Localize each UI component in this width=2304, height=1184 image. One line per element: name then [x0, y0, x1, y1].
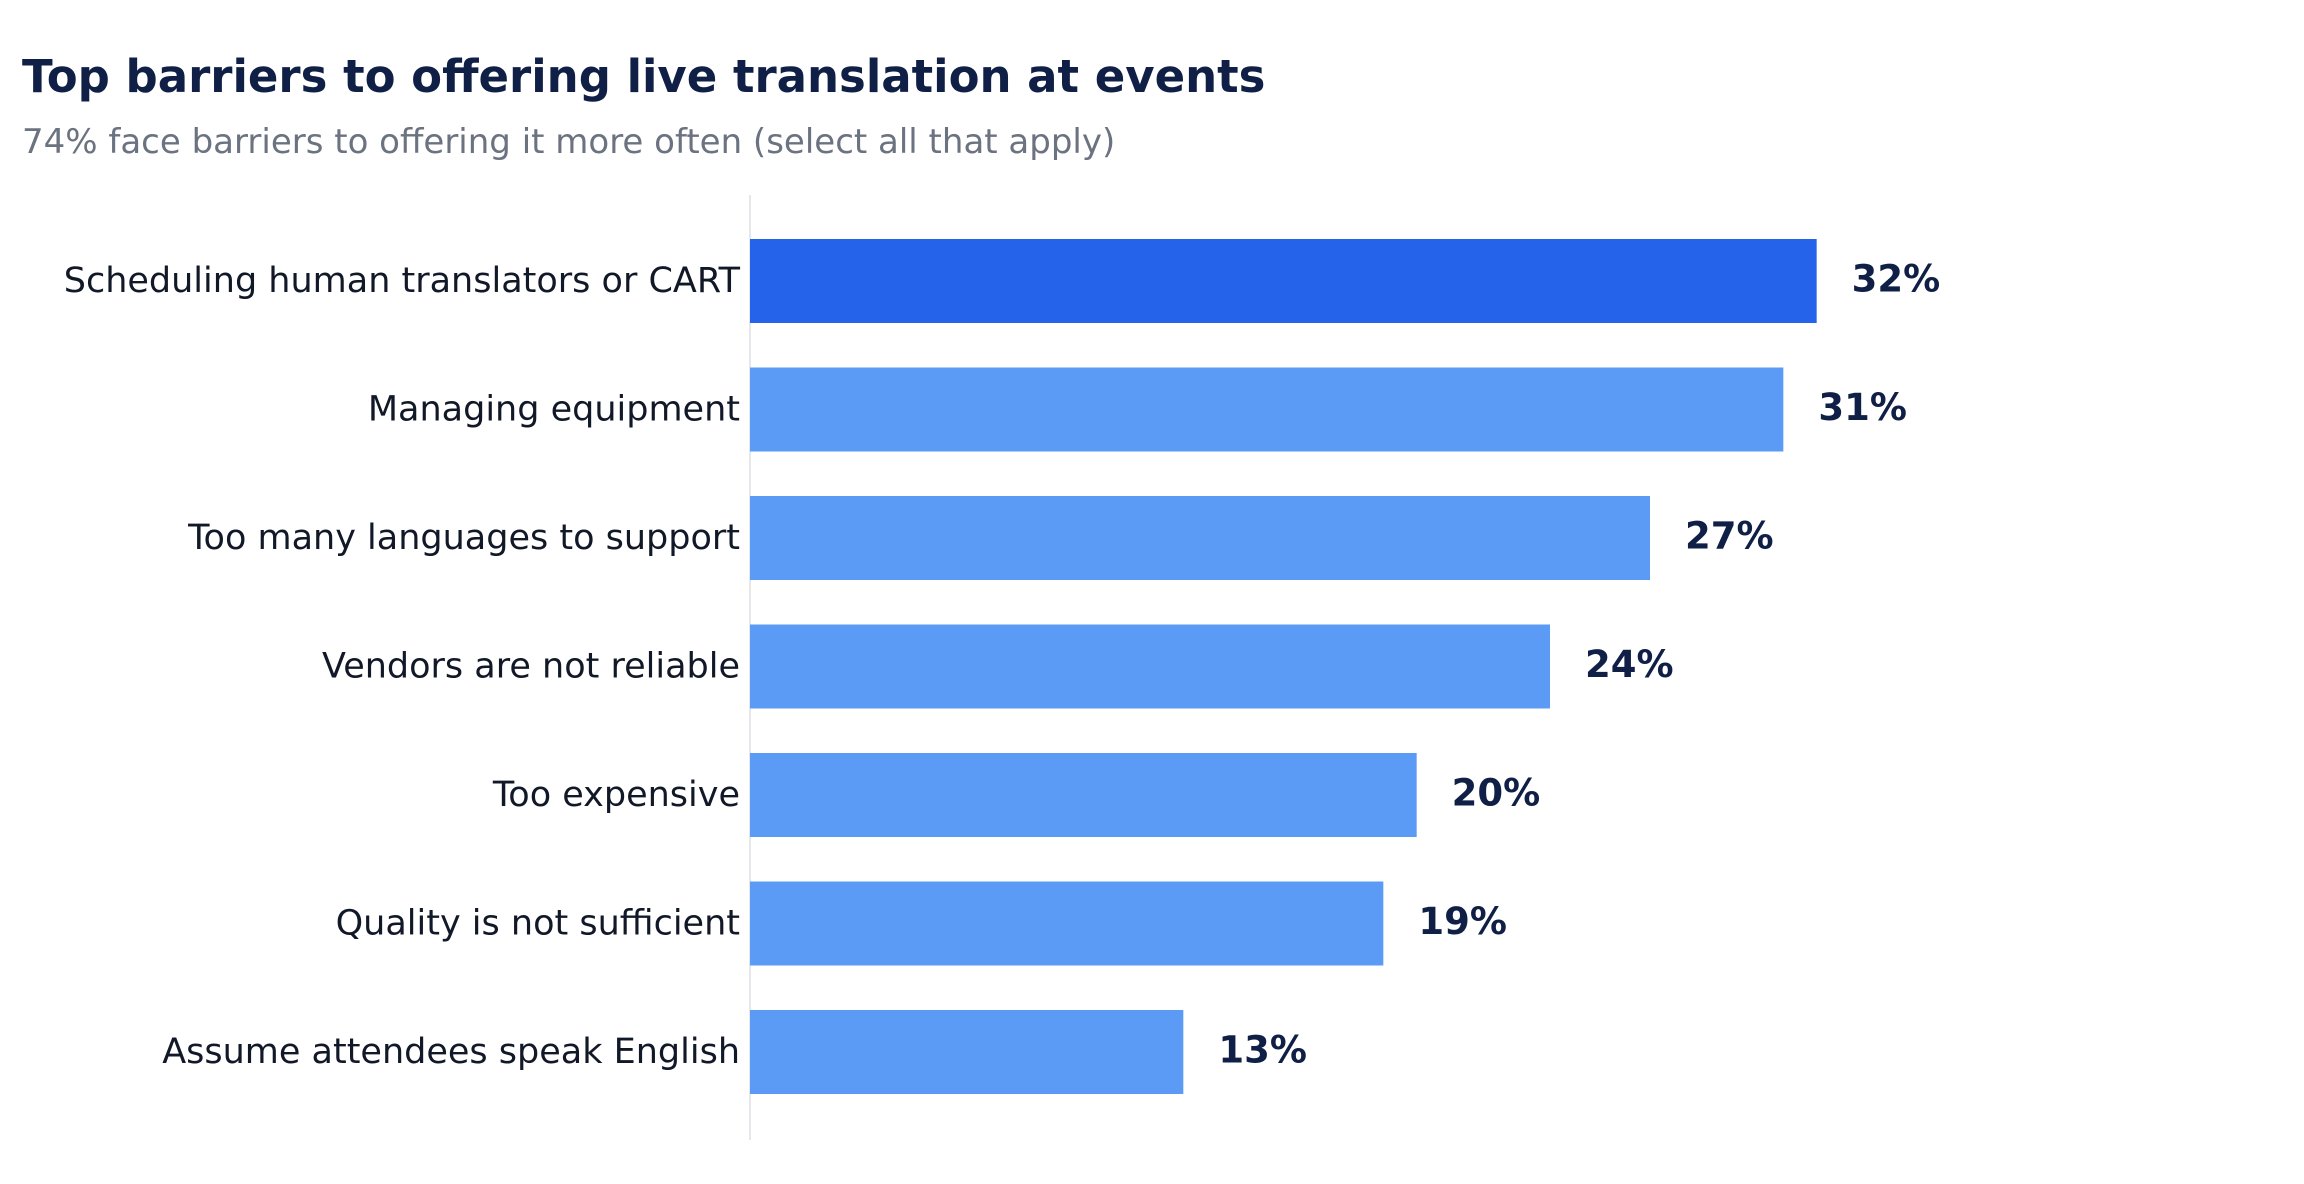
bar: [750, 753, 1417, 837]
chart-title: Top barriers to offering live translatio…: [22, 50, 1266, 103]
data-label: 32%: [1852, 258, 1941, 301]
category-label: Managing equipment: [368, 390, 740, 430]
category-label: Vendors are not reliable: [322, 647, 740, 687]
bar: [750, 496, 1650, 580]
category-label: Assume attendees speak English: [162, 1032, 740, 1072]
chart-subtitle: 74% face barriers to offering it more of…: [22, 122, 1116, 162]
data-label: 13%: [1218, 1029, 1307, 1072]
bar: [750, 1010, 1184, 1094]
data-label: 27%: [1685, 515, 1774, 558]
data-label: 20%: [1452, 772, 1541, 815]
data-label: 24%: [1585, 643, 1674, 686]
category-label: Quality is not sufficient: [336, 904, 740, 944]
category-label: Too many languages to support: [187, 518, 740, 558]
bar: [750, 624, 1550, 709]
category-label: Too expensive: [492, 775, 740, 815]
data-label: 19%: [1418, 900, 1507, 943]
bar: [750, 881, 1384, 966]
data-label: 31%: [1818, 386, 1907, 429]
category-label: Scheduling human translators or CART: [64, 261, 741, 301]
bar: [750, 239, 1817, 323]
bar: [750, 367, 1784, 452]
